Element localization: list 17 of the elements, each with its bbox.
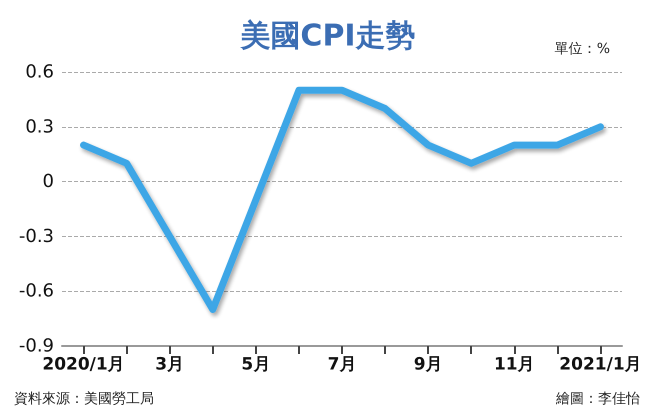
x-tick-label: 2021/1月	[559, 354, 642, 374]
y-tick-label: -0.3	[18, 226, 54, 247]
x-tick-label: 5月	[241, 354, 270, 374]
y-tick-label: -0.6	[18, 280, 54, 302]
text: 單位：%	[554, 41, 610, 57]
y-tick-label: -0.9	[18, 336, 54, 356]
y-tick-label: 0	[42, 171, 54, 192]
x-tick-label: 9月	[414, 354, 443, 374]
source-note: 資料來源：美國勞工局	[14, 391, 154, 407]
x-tick-label: 2020/1月	[42, 354, 125, 374]
y-tick-label: 0.3	[25, 116, 54, 138]
x-tick-label: 11月	[494, 354, 535, 374]
y-tick-label: 0.6	[25, 62, 54, 82]
text: 繪圖：李佳怡	[555, 391, 640, 407]
x-tick-label: 3月	[155, 354, 184, 374]
chart-title: 美國CPI走勢	[239, 18, 416, 54]
x-tick-label: 7月	[328, 354, 356, 374]
